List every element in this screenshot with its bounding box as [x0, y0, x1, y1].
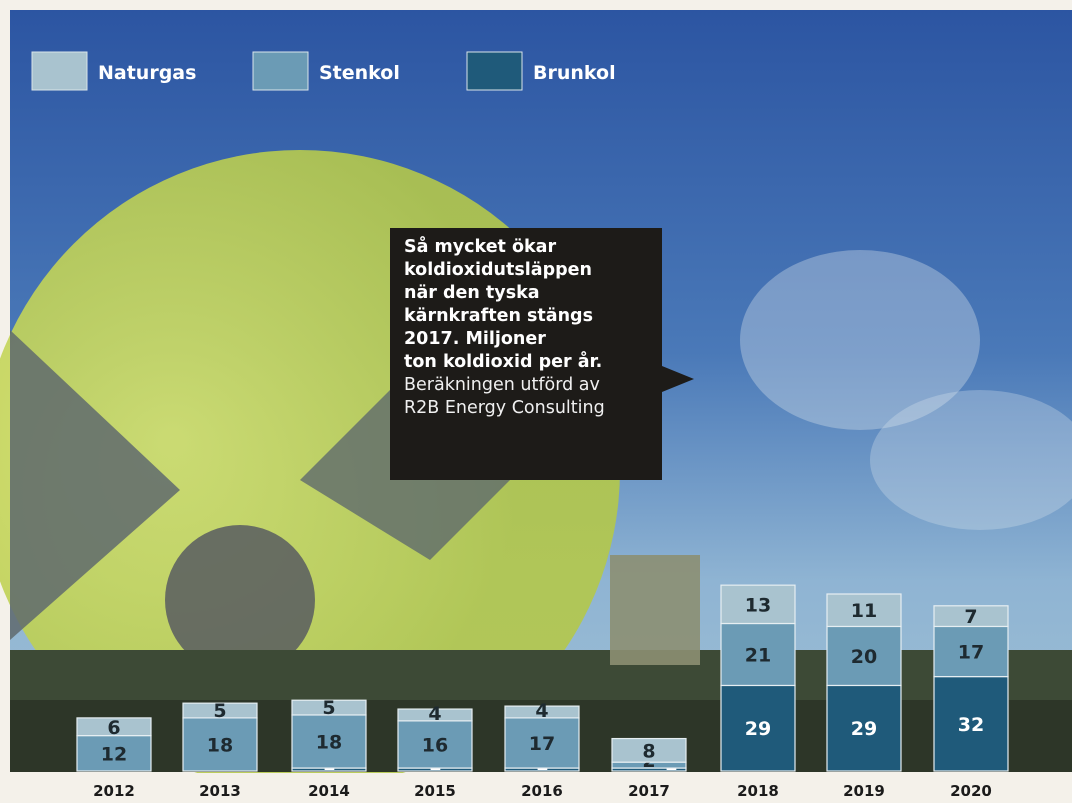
- callout-line: ton koldioxid per år.: [404, 352, 603, 372]
- bar-segment-stenkol: [182, 717, 258, 772]
- bar-column-2017: 128: [611, 737, 687, 775]
- legend-label: Brunkol: [533, 62, 616, 84]
- bar-segment-stenkol: [933, 625, 1009, 678]
- bar-column-2019: 29 20 11: [826, 593, 902, 772]
- bar-segment-naturgas: [504, 705, 580, 719]
- callout-line: när den tyska: [404, 283, 540, 303]
- bar-segment-naturgas: [933, 605, 1009, 628]
- legend-item-stenkol: Stenkol: [252, 51, 400, 91]
- annotation-callout: Så mycket ökar koldioxidutsläppen när de…: [390, 228, 662, 480]
- x-tick-label: 2018: [737, 782, 779, 800]
- legend-label: Naturgas: [98, 62, 196, 84]
- bar-segment-brunkol: [826, 684, 902, 772]
- legend-swatch: [466, 51, 523, 91]
- bar-segment-stenkol: [826, 625, 902, 687]
- data-label-stenkol: 21: [745, 644, 771, 666]
- bar-column-2014: 1185: [291, 697, 367, 775]
- data-label-stenkol: 20: [851, 646, 877, 668]
- bar-segment-stenkol: [397, 720, 473, 769]
- data-label-brunkol: 29: [851, 718, 877, 740]
- bar-column-2013: 18 5: [182, 700, 258, 772]
- axis-band: [0, 773, 1072, 803]
- data-label-brunkol: 29: [745, 718, 771, 740]
- legend-item-brunkol: Brunkol: [466, 51, 616, 91]
- bar-column-2016: 1174: [504, 700, 580, 775]
- x-axis: 2012 2013 2014 2015 2016 2017 2018 2019 2020: [0, 773, 1072, 803]
- bar-segment-brunkol: [720, 684, 796, 772]
- legend-item-naturgas: Naturgas: [31, 51, 196, 91]
- bar-segment-brunkol: [933, 675, 1009, 772]
- legend-label: Stenkol: [319, 62, 400, 84]
- bar-segment-naturgas: [182, 702, 258, 719]
- bar-segment-stenkol: [291, 714, 367, 769]
- callout-line: 2017. Miljoner: [404, 329, 546, 349]
- data-label-stenkol: 18: [316, 732, 342, 754]
- data-label-naturgas: 4: [535, 700, 548, 722]
- data-label-naturgas: 5: [213, 700, 226, 722]
- x-tick-label: 2015: [414, 782, 456, 800]
- callout-line: Så mycket ökar: [404, 237, 557, 257]
- data-label-stenkol: 12: [101, 743, 127, 765]
- bar-column-2020: 32 17 7: [933, 605, 1009, 772]
- bar-column-2012: 126: [76, 717, 152, 772]
- bar-column-2018: 29 21 13: [720, 584, 796, 772]
- x-tick-label: 2016: [521, 782, 563, 800]
- x-tick-label: 2014: [308, 782, 350, 800]
- data-label-stenkol: 16: [422, 734, 448, 756]
- bar-column-2015: 1164: [397, 703, 473, 775]
- x-tick-label: 2019: [843, 782, 885, 800]
- x-tick-label: 2020: [950, 782, 992, 800]
- callout-pointer: [662, 366, 694, 392]
- bar-segment-naturgas: [720, 584, 796, 625]
- legend: Naturgas Stenkol Brunkol: [31, 51, 616, 91]
- callout-source-line: R2B Energy Consulting: [404, 398, 605, 418]
- data-label-naturgas: 8: [642, 740, 655, 762]
- callout-line: kärnkraften stängs: [404, 306, 594, 326]
- data-label-stenkol: 18: [207, 734, 233, 756]
- x-tick-label: 2013: [199, 782, 241, 800]
- data-label-naturgas: 13: [745, 594, 771, 616]
- bar-segment-stenkol: [504, 717, 580, 769]
- bar-segment-naturgas: [611, 737, 687, 763]
- data-label-naturgas: 5: [322, 697, 335, 719]
- data-label-naturgas: 7: [964, 606, 977, 628]
- legend-swatch: [252, 51, 309, 91]
- data-label-stenkol: 17: [958, 642, 984, 664]
- bar-segment-naturgas: [826, 593, 902, 628]
- bar-segment-naturgas: [291, 699, 367, 716]
- data-label-naturgas: 11: [851, 600, 877, 622]
- bar-segment-stenkol: [720, 622, 796, 687]
- callout-source-line: Beräkningen utförd av: [404, 375, 600, 395]
- legend-swatch: [31, 51, 88, 91]
- bar-segment-naturgas: [76, 717, 152, 737]
- data-label-naturgas: 4: [428, 703, 441, 725]
- bars-group: 12618511851164117412829211329201132177: [76, 584, 1009, 775]
- data-label-naturgas: 6: [107, 717, 120, 739]
- x-tick-label: 2017: [628, 782, 670, 800]
- bar-segment-stenkol: [76, 734, 152, 772]
- data-label-stenkol: 17: [529, 733, 555, 755]
- bar-segment-naturgas: [397, 708, 473, 722]
- data-label-brunkol: 32: [958, 714, 984, 736]
- x-tick-label: 2012: [93, 782, 135, 800]
- callout-line: koldioxidutsläppen: [404, 260, 592, 280]
